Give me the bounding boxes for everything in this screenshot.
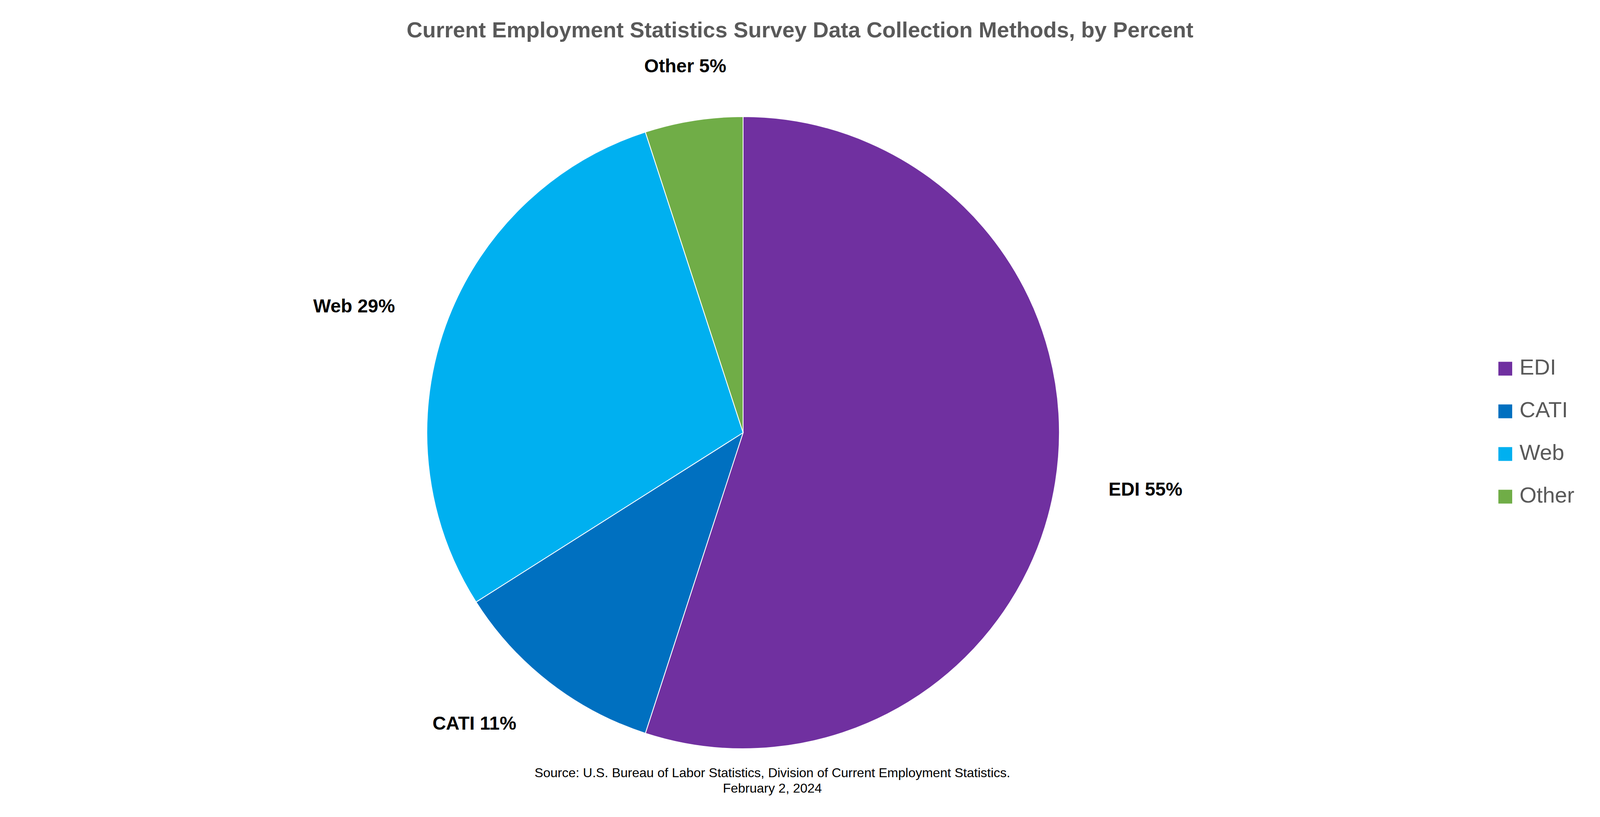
data-label: Other 5% (644, 55, 727, 77)
legend: EDI CATI Web Other (1498, 354, 1575, 508)
legend-swatch (1498, 447, 1513, 462)
chart-title: Current Employment Statistics Survey Dat… (406, 17, 1194, 42)
data-label: EDI 55% (1108, 478, 1183, 500)
pie-slice (645, 116, 744, 433)
chart-container: Current Employment Statistics Survey Dat… (0, 0, 1600, 817)
legend-swatch (1498, 404, 1513, 419)
data-labels: EDI 55% CATI 11% Web 29% Other 5% (313, 55, 1183, 735)
data-label: CATI 11% (432, 713, 517, 735)
legend-label: EDI (1519, 354, 1557, 380)
legend-label: CATI (1519, 397, 1568, 422)
legend-label: Other (1519, 482, 1575, 508)
annotation: Source: U.S. Bureau of Labor Statistics,… (534, 765, 1011, 781)
pie-slices (426, 116, 1060, 750)
annotation: February 2, 2024 (722, 781, 822, 796)
legend-swatch (1498, 362, 1513, 377)
legend-label: Web (1519, 440, 1565, 465)
chart-svg: Current Employment Statistics Survey Dat… (0, 0, 1600, 817)
legend-swatch (1498, 490, 1513, 505)
data-label: Web 29% (313, 295, 395, 317)
